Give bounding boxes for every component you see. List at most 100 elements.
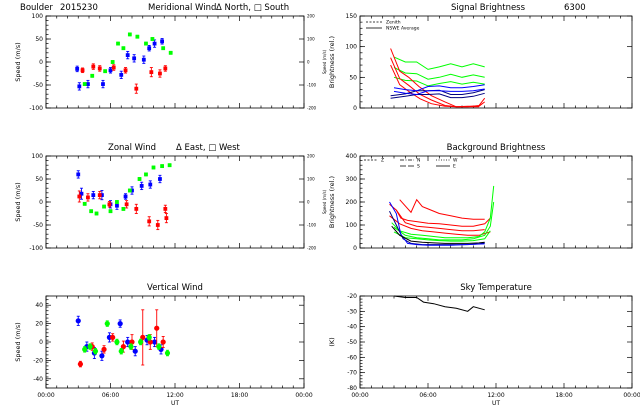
panel-legend-meridional: Δ North, □ South [216,3,289,13]
data-point [107,202,112,207]
data-point [149,70,154,75]
y-tick-label: -50 [33,222,43,229]
panel-title-meridional: Meridional Wind [148,3,216,13]
y2-tick-label: 0 [307,60,310,65]
data-point [123,194,128,199]
data-point [163,207,168,211]
data-point [128,344,134,350]
data-point [87,344,93,350]
plot-frame [45,15,305,109]
y2-tick-label: 200 [307,14,315,19]
x-axis-label: UT [171,400,179,407]
series-line [399,198,485,220]
y-tick-label: -20 [33,357,43,364]
data-point [101,82,105,86]
data-point [119,72,124,77]
series-line [393,56,485,70]
data-point [138,339,144,345]
legend-label: NSWE Average [386,26,420,32]
series-line [390,64,479,108]
data-point [147,219,152,224]
data-point [158,177,162,181]
plot-frame [45,295,305,389]
x-tick-label: 12:00 [166,392,183,399]
data-point [129,339,135,345]
y-tick-label: -100 [29,105,43,112]
data-point [167,163,172,168]
y-axis-label: Speed (m/s) [14,322,22,361]
data-point [158,71,162,76]
data-point [160,339,166,345]
data-point [141,57,146,62]
data-point [163,66,168,71]
series-line [393,76,485,87]
data-point [110,60,115,64]
y-tick-label: 50 [35,36,43,43]
x-tick-label: 00:00 [623,392,640,399]
data-point [146,334,152,340]
y-tick-label: 40 [35,302,43,309]
y2-tick-label: -200 [307,246,317,251]
data-point [134,86,139,91]
panel-meridional: -100 -50 0 50 100 -200 -100 0 100 200 Speed (m/s) S… [14,13,327,112]
series-line [393,84,485,92]
y2-tick-label: 100 [307,177,315,182]
data-point [91,64,96,69]
y2-tick-label: -200 [307,106,317,111]
data-point [151,165,156,170]
x-tick-label: 12:00 [487,392,504,399]
panel-zonal: -100 -50 0 50 100 -200 -100 0 100 200 Speed (m/s) S… [14,153,327,252]
data-point [90,73,95,78]
data-point [144,41,148,46]
data-point [135,34,140,39]
x-axis-label: UT [492,400,500,407]
data-point [121,46,126,51]
x-tick-label: 18:00 [555,392,572,399]
y-tick-label: -50 [33,82,43,89]
series-line [389,203,491,227]
data-point [132,348,138,354]
y-tick-label: 100 [346,222,358,229]
y-axis-label: Speed (m/s) [14,182,22,221]
y-tick-label: -80 [347,385,357,392]
series-line [393,88,485,96]
data-point [147,339,153,345]
series-line [395,209,485,232]
series-line [389,201,485,246]
y-tick-label: 100 [32,153,44,160]
y-axis-label: Brightness (rel.) [328,176,336,228]
data-point [97,193,102,197]
data-point [76,172,81,177]
series-line [389,215,491,236]
data-point [97,66,102,71]
series-line [390,57,486,108]
y2-tick-label: -100 [307,223,317,228]
data-point [154,325,160,331]
data-point [160,164,164,169]
series-line [393,201,495,241]
y2-axis-label: Speed (m/s) [322,189,327,214]
data-point [101,346,107,352]
y2-axis-label: Speed (m/s) [322,49,327,74]
y2-tick-label: 100 [307,37,315,42]
series-line [393,295,485,312]
x-tick-label: 00:00 [37,392,54,399]
data-point [115,200,119,204]
data-point [80,68,85,73]
data-point [137,177,142,181]
y-tick-label: 400 [346,153,358,160]
data-point [86,82,90,86]
x-tick-label: 00:00 [351,392,368,399]
data-point [161,46,166,51]
y-tick-label: -60 [347,354,357,361]
data-point [116,41,120,46]
y-axis-label: (K) [328,337,336,346]
data-point [89,209,94,214]
y-tick-label: 0 [353,105,357,112]
data-point [75,318,81,324]
panel-title-sky: Sky Temperature [460,283,532,293]
data-point [117,321,123,327]
panel-title-zonal: Zonal Wind [108,143,156,153]
title-site: Boulder [20,3,53,13]
